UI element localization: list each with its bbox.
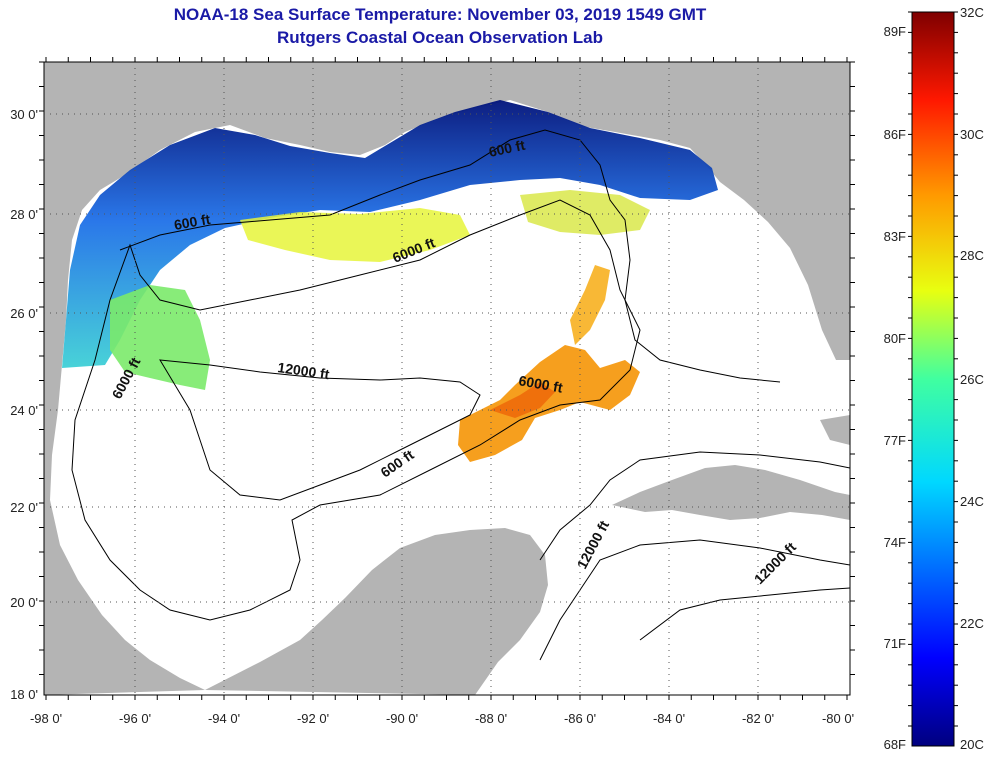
- colorbar-f-label: 86F: [884, 127, 906, 142]
- contour-caribbean-deep: [539, 539, 850, 661]
- lon-label: -84 0': [653, 711, 685, 726]
- lat-label: 22 0': [10, 500, 38, 515]
- latitude-labels: 30 0' 28 0' 26 0' 24 0' 22 0' 20 0' 18 0…: [10, 107, 38, 702]
- colorbar-c-label: 32C: [960, 5, 984, 20]
- contour-caribbean: [539, 451, 850, 561]
- lon-label: -92 0': [297, 711, 329, 726]
- sst-coastal-band-west: [62, 100, 718, 368]
- lon-label: -90 0': [386, 711, 418, 726]
- lat-label: 20 0': [10, 595, 38, 610]
- longitude-labels: -98 0' -96 0' -94 0' -92 0' -90 0' -88 0…: [30, 711, 854, 726]
- land-bahamas: [820, 415, 850, 445]
- lon-label: -82 0': [742, 711, 774, 726]
- colorbar-c-label: 22C: [960, 616, 984, 631]
- colorbar-fahrenheit-labels: 89F 86F 83F 80F 77F 74F 71F 68F: [884, 24, 906, 752]
- contour-label: 600 ft: [487, 137, 526, 160]
- lat-label: 28 0': [10, 207, 38, 222]
- contour-label: 12000 ft: [277, 359, 331, 382]
- colorbar-c-label: 26C: [960, 372, 984, 387]
- graticule: [44, 62, 850, 695]
- lon-label: -80 0': [822, 711, 854, 726]
- lon-label: -96 0': [119, 711, 151, 726]
- frame-ticks: [39, 57, 855, 700]
- lon-label: -86 0': [564, 711, 596, 726]
- colorbar-f-label: 89F: [884, 24, 906, 39]
- contour-caribbean-12000: [639, 587, 850, 641]
- colorbar-celsius-labels: 32C 30C 28C 26C 24C 22C 20C: [960, 5, 984, 752]
- land-yucatan: [205, 528, 548, 695]
- land-mexico-west: [44, 365, 205, 695]
- colorbar-c-label: 28C: [960, 248, 984, 263]
- colorbar-ticks: [908, 11, 958, 727]
- colorbar-f-label: 71F: [884, 636, 906, 651]
- lon-label: -98 0': [30, 711, 62, 726]
- sst-shelf-green: [110, 285, 210, 390]
- colorbar-c-label: 20C: [960, 737, 984, 752]
- colorbar-f-label: 80F: [884, 331, 906, 346]
- lat-label: 26 0': [10, 306, 38, 321]
- sst-loop-current-tongue: [570, 265, 610, 345]
- colorbar-f-label: 74F: [884, 535, 906, 550]
- sst-deep-red-orange: [490, 382, 555, 418]
- contour-12000ft: [159, 359, 481, 501]
- contour-label: 6000 ft: [517, 372, 564, 396]
- chart-title: NOAA-18 Sea Surface Temperature: Novembe…: [173, 5, 707, 24]
- lon-label: -94 0': [208, 711, 240, 726]
- lon-label: -88 0': [475, 711, 507, 726]
- contour-6000ft: [71, 199, 641, 621]
- sst-loop-current-orange: [458, 345, 640, 462]
- lat-label: 30 0': [10, 107, 38, 122]
- land-cuba: [612, 465, 850, 520]
- chart-subtitle: Rutgers Coastal Ocean Observation Lab: [277, 28, 603, 47]
- contour-label: 600 ft: [173, 211, 212, 233]
- colorbar-c-label: 24C: [960, 494, 984, 509]
- colorbar-f-label: 77F: [884, 433, 906, 448]
- colorbar-f-label: 68F: [884, 737, 906, 752]
- colorbar-f-label: 83F: [884, 229, 906, 244]
- sst-shelf-yellow: [240, 208, 470, 262]
- lat-label: 24 0': [10, 403, 38, 418]
- colorbar: [911, 11, 955, 747]
- land-us-mainland: [44, 62, 850, 365]
- colorbar-c-label: 30C: [960, 127, 984, 142]
- lat-label: 18 0': [10, 687, 38, 702]
